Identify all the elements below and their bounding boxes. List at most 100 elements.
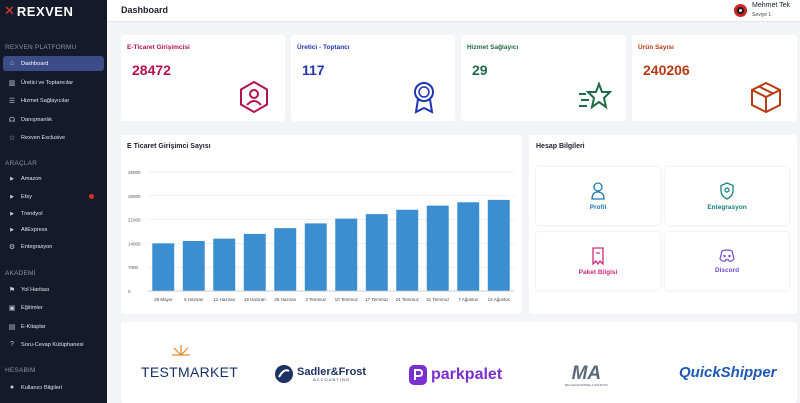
chart-bar[interactable] (152, 243, 175, 291)
y-tick-label: 21000 (128, 218, 141, 223)
tile-integration[interactable]: Entegrasyon (665, 167, 789, 225)
sidebar-item-dashboard[interactable]: ⌂ Dashboard (3, 56, 104, 71)
sidebar-item-label: Dashboard (21, 60, 49, 67)
y-tick-label: 28000 (128, 194, 141, 199)
sadler-logo-icon (275, 365, 293, 383)
package-icon (592, 246, 604, 265)
sidebar-item-label: Danışmanlık (21, 116, 53, 123)
caret-right-icon: ▶ (10, 175, 14, 182)
x-tick-label: 19 Haziran (244, 297, 266, 302)
partner-sadler-frost[interactable]: Sadler&Frost ACCOUNTING (274, 364, 366, 384)
y-tick-label: 0 (128, 289, 131, 294)
chart-card: E Ticaret Girişimci Sayısı 0 7000 14000 210… (121, 135, 522, 314)
stat-label: Ürün Sayısı (638, 44, 674, 51)
user-name[interactable]: Mehmet Tek (752, 2, 790, 9)
x-tick-label: 10 Temmuz (335, 297, 359, 302)
sidebar-item-integration[interactable]: ⚙ Entegrasyon (3, 239, 104, 254)
chart-bar[interactable] (487, 199, 510, 291)
sidebar-item-user-info[interactable]: ● Kullanıcı Bilgileri (3, 380, 104, 395)
y-tick-label: 14000 (128, 241, 141, 246)
sidebar-item-label: Trendyol (21, 210, 43, 217)
stat-value: 29 (472, 62, 488, 78)
burst-icon (172, 345, 190, 356)
tile-profile[interactable]: Profil (536, 167, 660, 225)
package-icon (751, 81, 781, 114)
chart-title: E Ticaret Girişimci Sayısı (127, 143, 211, 150)
chart-bar[interactable] (274, 228, 297, 291)
sidebar-item-label: Hizmet Sağlayıcılar (21, 97, 70, 104)
x-tick-label: 12 Haziran (213, 297, 235, 302)
sidebar-item-ebooks[interactable]: ▤ E-Kitaplar (3, 319, 104, 334)
partner-parkpalet[interactable]: parkpalet (408, 364, 502, 386)
home-icon: ⌂ (9, 60, 15, 67)
section-title-tools: ARAÇLAR (5, 160, 38, 167)
partner-quickshipper[interactable]: QuickShipper (679, 364, 777, 381)
parkpalet-logo-icon (409, 365, 427, 385)
stat-value: 117 (302, 62, 325, 78)
chart-bar[interactable] (335, 218, 358, 291)
chart-bar[interactable] (426, 205, 449, 291)
gear-icon: ⚙ (8, 243, 16, 251)
sidebar-item-aliexpress[interactable]: ▶ AliExpress (3, 222, 104, 237)
logo[interactable]: ✕ REXVEN (0, 0, 107, 22)
user-icon: ● (9, 384, 15, 391)
sidebar: ✕ REXVEN REXVEN PLATFORMU ⌂ Dashboard ▥ … (0, 0, 107, 403)
stat-label: E-Ticaret Girişimcisi (127, 44, 190, 51)
sidebar-item-label: Yol Haritası (21, 286, 50, 293)
stat-card-products[interactable]: Ürün Sayısı 240206 (632, 35, 797, 121)
stat-card-entrepreneurs[interactable]: E-Ticaret Girişimcisi 28472 (121, 35, 285, 121)
partner-ma[interactable]: MA BELGELENDİRME & DENETİM (565, 364, 608, 387)
chart-bar[interactable] (243, 233, 266, 291)
x-tick-label: 17 Temmuz (365, 297, 389, 302)
chart-bar[interactable] (365, 214, 388, 291)
tile-discord[interactable]: Discord (665, 232, 789, 290)
sidebar-item-consulting[interactable]: ☊ Danışmanlık (3, 112, 104, 127)
top-header: Dashboard Mehmet Tek Seviye 1 (107, 0, 800, 22)
partner-name: parkpalet (431, 366, 503, 383)
chart-bar[interactable] (213, 238, 236, 291)
award-icon (414, 82, 434, 114)
x-tick-label: 31 Temmuz (426, 297, 450, 302)
x-tick-label: 7 Ağustos (458, 297, 479, 302)
chart-bar[interactable] (457, 202, 480, 291)
partner-testmarket[interactable]: TESTMARKET (141, 345, 238, 380)
y-tick-label: 7000 (128, 265, 139, 270)
question-icon: ? (10, 341, 14, 348)
section-title-account: HESABIM (5, 367, 36, 374)
account-card: Hesap Bilgileri Profil Entegrasyon Paket… (529, 135, 797, 314)
sidebar-item-trendyol[interactable]: ▶ Trendyol (3, 206, 104, 221)
sidebar-item-amazon[interactable]: ▶ Amazon (3, 171, 104, 186)
section-title-academy: AKADEMİ (5, 270, 36, 277)
sidebar-item-label: AliExpress (21, 226, 48, 233)
partner-name: MA (571, 363, 602, 384)
x-tick-label: 29 Mayıs (154, 297, 173, 302)
sidebar-item-roadmap[interactable]: ⚑ Yol Haritası (3, 282, 104, 297)
list-icon: ☰ (8, 97, 16, 105)
chart-bar[interactable] (304, 223, 327, 291)
fast-star-icon (579, 81, 612, 110)
sidebar-item-trainings[interactable]: ▣ Eğitimler (3, 300, 104, 315)
discord-icon (719, 248, 735, 262)
sidebar-item-qa-library[interactable]: ? Soru-Cevap Kütüphanesi (3, 337, 104, 352)
tile-package-info[interactable]: Paket Bilgisi (536, 232, 660, 290)
sidebar-item-exclusive[interactable]: ☆ Rexven Exclusive (3, 130, 104, 145)
sidebar-item-etsy[interactable]: ▶ Etsy (3, 189, 104, 204)
factory-icon: ▥ (8, 79, 16, 87)
video-icon: ▣ (8, 304, 16, 312)
chart-bar[interactable] (182, 241, 205, 291)
tile-label: Profil (589, 203, 607, 211)
stat-label: Hizmet Sağlayıcı (467, 44, 519, 51)
stat-card-manufacturers[interactable]: Üretici - Toptancı 117 (291, 35, 455, 121)
sidebar-item-label: Kullanıcı Bilgileri (21, 384, 63, 391)
sidebar-item-label: Etsy (21, 193, 32, 200)
sidebar-item-manufacturers[interactable]: ▥ Üretici ve Toptancılar (3, 75, 104, 90)
user-level: Seviye 1 (752, 12, 772, 18)
chart-bar[interactable] (396, 209, 419, 291)
sidebar-item-label: Soru-Cevap Kütüphanesi (21, 341, 84, 348)
avatar[interactable] (734, 4, 747, 17)
sidebar-item-service-providers[interactable]: ☰ Hizmet Sağlayıcılar (3, 93, 104, 108)
x-tick-label: 5 Haziran (184, 297, 204, 302)
stat-card-service-providers[interactable]: Hizmet Sağlayıcı 29 (461, 35, 626, 121)
caret-right-icon: ▶ (10, 193, 14, 200)
tile-label: Paket Bilgisi (578, 268, 618, 276)
